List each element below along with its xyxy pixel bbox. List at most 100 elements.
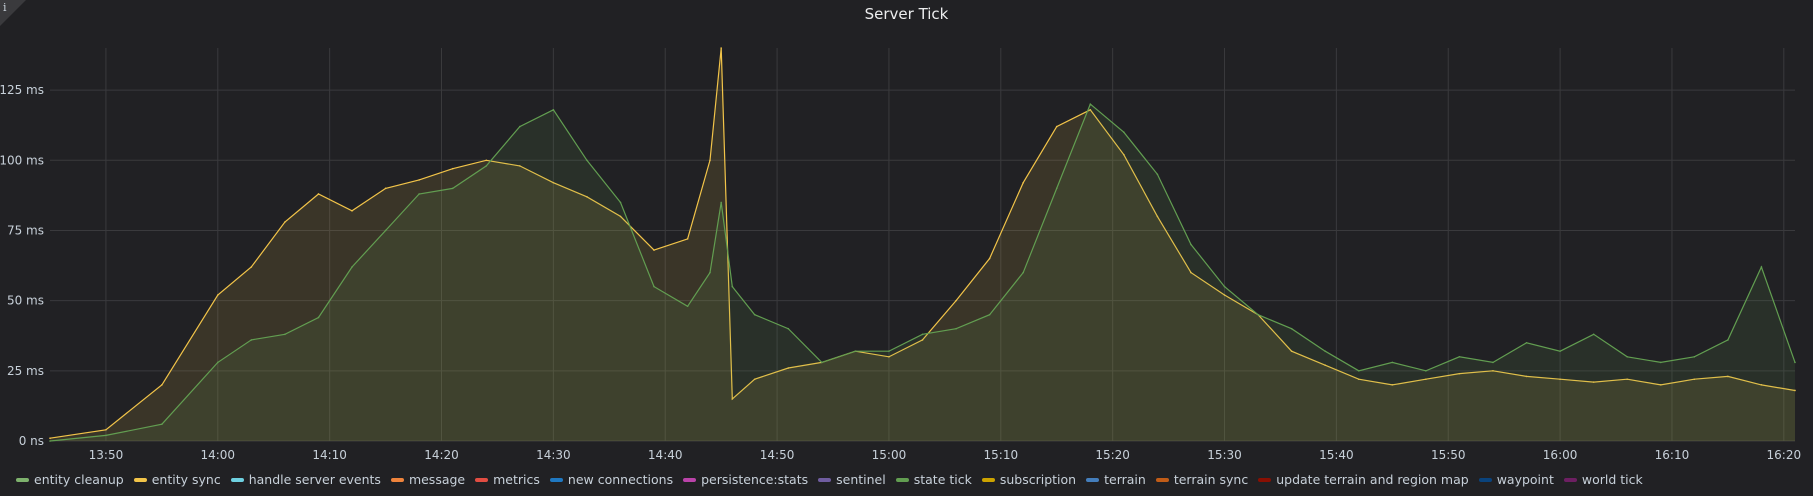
legend-item[interactable]: update terrain and region map	[1258, 472, 1469, 487]
x-tick-label: 13:50	[89, 448, 124, 462]
info-icon[interactable]: i	[3, 1, 7, 14]
x-tick-label: 15:10	[984, 448, 1019, 462]
data-point-entity-sync	[351, 210, 353, 212]
data-point-entity-sync	[284, 221, 286, 223]
data-point-state-tick	[485, 165, 488, 167]
chart-area[interactable]: 0 ns 25 ms 50 ms 75 ms 100 ms 125 ms 13:50 14:0…	[0, 0, 1813, 470]
data-point-state-tick	[1626, 355, 1629, 358]
legend-item[interactable]: subscription	[981, 472, 1076, 487]
data-point-entity-sync	[653, 249, 655, 251]
legend-swatch	[1478, 477, 1492, 482]
data-point-state-tick	[384, 229, 387, 232]
data-point-state-tick	[1760, 266, 1763, 268]
data-point-state-tick	[1190, 243, 1192, 246]
legend-swatch	[16, 477, 29, 482]
data-point-state-tick	[519, 125, 521, 128]
legend-swatch	[549, 477, 563, 482]
x-tick-label: 14:00	[200, 448, 235, 462]
data-point-state-tick	[250, 339, 253, 341]
data-point-state-tick	[216, 361, 219, 364]
data-point-state-tick	[1492, 361, 1494, 364]
x-tick-label: 14:50	[760, 448, 795, 462]
data-point-entity-sync	[955, 299, 957, 302]
data-point-state-tick	[284, 333, 286, 336]
data-point-state-tick	[418, 193, 420, 195]
data-point-entity-sync	[686, 238, 689, 240]
data-point-state-tick	[854, 350, 857, 352]
legend-swatch	[895, 477, 909, 482]
legend-item[interactable]: entity cleanup	[16, 472, 124, 487]
data-point-entity-sync	[753, 378, 756, 381]
legend-item[interactable]: persistence:stats	[683, 472, 808, 487]
data-point-state-tick	[586, 159, 588, 162]
data-point-entity-sync	[1592, 381, 1595, 383]
data-point-entity-sync	[988, 257, 991, 260]
data-point-state-tick	[720, 201, 722, 204]
legend-item[interactable]: world tick	[1563, 472, 1643, 487]
legend-swatch	[981, 477, 995, 482]
data-point-state-tick	[619, 201, 622, 204]
legend-item[interactable]: metrics	[475, 472, 540, 487]
legend-label: entity cleanup	[34, 472, 124, 487]
legend-item[interactable]: entity sync	[133, 472, 221, 487]
panel-info-corner[interactable]	[0, 0, 26, 26]
data-point-state-tick	[1022, 271, 1024, 274]
legend-swatch	[1258, 477, 1272, 482]
data-point-entity-sync	[1022, 181, 1024, 184]
data-point-state-tick	[653, 285, 655, 288]
data-point-state-tick	[317, 316, 320, 319]
data-point-entity-sync	[619, 215, 622, 218]
legend-item[interactable]: waypoint	[1478, 472, 1554, 487]
data-point-state-tick	[49, 440, 51, 442]
data-point-state-tick	[1357, 370, 1360, 372]
x-tick-label: 15:30	[1207, 448, 1242, 462]
data-point-entity-sync	[216, 294, 219, 296]
data-point-state-tick	[1592, 333, 1595, 336]
data-point-entity-sync	[384, 187, 387, 190]
data-point-state-tick	[1257, 313, 1259, 316]
data-point-entity-sync	[731, 398, 734, 400]
x-tick-label: 16:10	[1655, 448, 1690, 462]
data-point-entity-sync	[1223, 294, 1226, 296]
x-tick-label: 16:00	[1543, 448, 1578, 462]
legend-swatch	[133, 477, 147, 482]
legend-label: message	[408, 472, 466, 487]
y-tick-label: 0 ns	[19, 434, 44, 448]
data-point-state-tick	[731, 285, 734, 288]
data-point-entity-sync	[1693, 378, 1696, 381]
data-point-entity-sync	[1357, 378, 1360, 381]
data-point-entity-sync	[1458, 372, 1461, 375]
data-point-entity-sync	[1727, 375, 1729, 378]
legend-label: new connections	[567, 472, 674, 487]
x-tick-label: 14:10	[312, 448, 347, 462]
data-point-entity-sync	[49, 437, 51, 439]
legend-swatch	[230, 477, 244, 482]
legend-item[interactable]: state tick	[895, 472, 972, 487]
x-tick-label: 14:40	[648, 448, 683, 462]
legend-item[interactable]: terrain sync	[1155, 472, 1248, 487]
data-point-entity-sync	[921, 339, 924, 341]
y-tick-label: 50 ms	[7, 294, 44, 308]
data-point-entity-sync	[485, 159, 488, 162]
legend-label: update terrain and region map	[1276, 472, 1469, 487]
legend-swatch	[1086, 477, 1100, 482]
legend-item[interactable]: sentinel	[818, 472, 886, 487]
legend-swatch	[1563, 477, 1577, 482]
legend-swatch	[390, 477, 404, 482]
data-point-entity-sync	[1492, 370, 1494, 372]
legend-item[interactable]: new connections	[549, 472, 674, 487]
data-point-entity-sync	[1055, 125, 1058, 128]
data-point-state-tick	[821, 361, 823, 364]
data-point-entity-sync	[1156, 215, 1159, 218]
data-point-state-tick	[451, 187, 454, 190]
legend-item[interactable]: handle server events	[230, 472, 381, 487]
panel-title: Server Tick	[864, 5, 949, 23]
data-point-state-tick	[1324, 350, 1326, 352]
data-point-entity-sync	[317, 193, 320, 195]
data-point-state-tick	[921, 333, 924, 336]
data-point-state-tick	[1089, 103, 1092, 105]
data-point-entity-sync	[787, 367, 790, 369]
data-point-state-tick	[1055, 187, 1058, 190]
legend-item[interactable]: terrain	[1086, 472, 1146, 487]
legend-item[interactable]: message	[390, 472, 466, 487]
